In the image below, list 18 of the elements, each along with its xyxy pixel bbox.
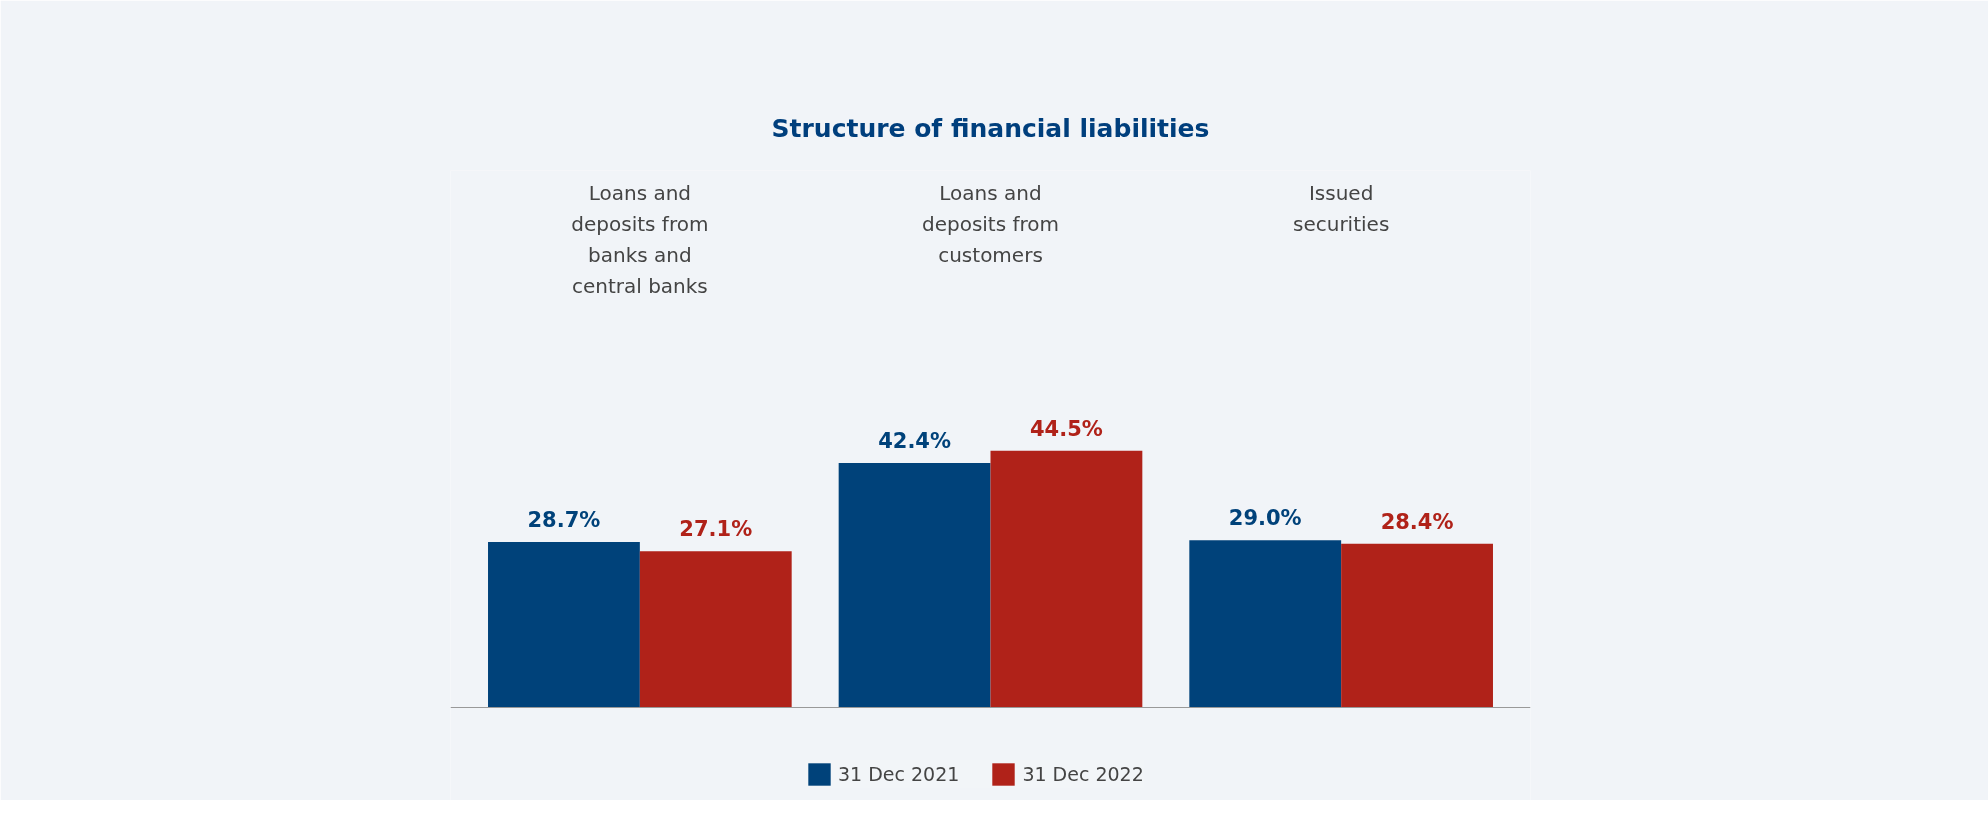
bar — [838, 462, 991, 708]
data-label: 29.0% — [1228, 506, 1302, 531]
bar — [1341, 543, 1493, 708]
data-label: 42.4% — [878, 428, 952, 453]
bar — [1189, 540, 1342, 708]
bar — [990, 450, 1143, 708]
data-label: 28.7% — [527, 508, 601, 533]
legend-label: 31 Dec 2022 — [1022, 763, 1144, 785]
legend-label: 31 Dec 2021 — [838, 763, 960, 785]
x-tick-label: Loans and deposits from banks and central banks — [571, 180, 709, 298]
data-label: 28.4% — [1380, 509, 1454, 534]
data-label: 44.5% — [1029, 416, 1103, 441]
bar — [488, 542, 640, 708]
data-label: 27.1% — [679, 517, 753, 542]
x-tick-label: Issued securities — [1293, 180, 1390, 236]
x-tick-label: Loans and deposits from customers — [921, 180, 1060, 267]
bar — [639, 551, 792, 708]
chart-title: Structure of financial liabilities — [771, 114, 1210, 143]
